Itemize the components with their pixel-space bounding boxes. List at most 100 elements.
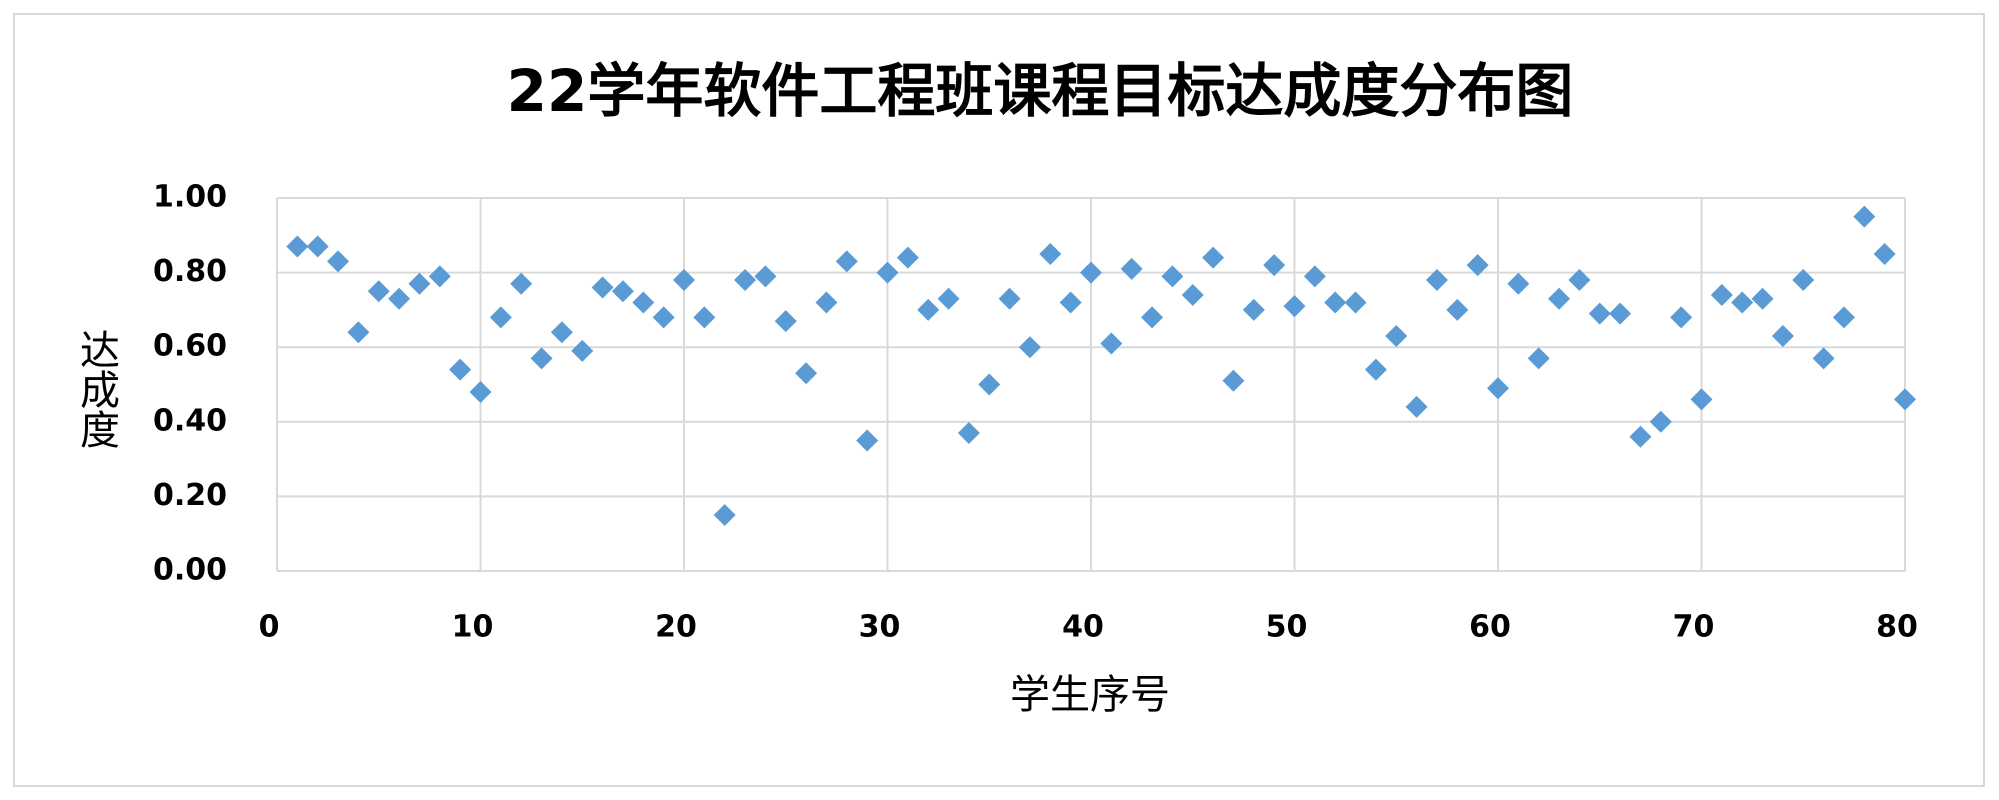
data-point (1507, 272, 1530, 295)
data-point (1364, 358, 1387, 381)
data-point (1527, 347, 1550, 370)
y-tick-label: 1.00 (153, 180, 227, 215)
data-point (1588, 302, 1611, 325)
data-point (1487, 377, 1509, 400)
y-axis-label: 达成度 (73, 329, 119, 449)
data-point (1629, 425, 1652, 448)
data-point (1263, 254, 1286, 277)
data-point (367, 280, 390, 303)
data-point (734, 269, 757, 292)
data-point (1710, 283, 1733, 306)
data-point (449, 358, 472, 381)
data-point (1303, 265, 1326, 288)
chart-title: 22学年软件工程班课程目标达成度分布图 (507, 57, 1574, 125)
data-point (1792, 269, 1815, 292)
data-point (754, 265, 777, 288)
data-point (815, 291, 838, 314)
x-tick-label: 70 (1673, 610, 1715, 645)
data-point (774, 310, 797, 333)
data-point (835, 250, 858, 273)
data-point (1100, 332, 1123, 355)
data-point (1344, 291, 1367, 314)
data-point (1446, 298, 1469, 321)
data-point (530, 347, 553, 370)
data-point (571, 339, 594, 362)
data-point (1670, 306, 1693, 329)
data-point (673, 269, 695, 292)
data-point (917, 298, 940, 321)
y-tick-label: 0.00 (153, 553, 227, 588)
x-tick-label: 0 (259, 610, 280, 645)
data-point (510, 272, 533, 295)
data-point (1181, 283, 1204, 306)
data-point (611, 280, 634, 303)
data-point (1548, 287, 1571, 310)
data-point (1120, 257, 1143, 280)
data-point (1141, 306, 1164, 329)
data-point (489, 306, 512, 329)
data-point (1018, 336, 1041, 359)
data-point (1385, 325, 1408, 348)
data-point (1690, 388, 1713, 411)
data-point (693, 306, 716, 329)
x-tick-label: 60 (1469, 610, 1511, 645)
data-point (652, 306, 675, 329)
data-point (1161, 265, 1184, 288)
data-point (1894, 388, 1916, 411)
x-tick-label: 20 (655, 610, 697, 645)
chart-border (13, 13, 1985, 787)
x-tick-label: 80 (1876, 610, 1918, 645)
data-point (408, 272, 431, 295)
data-point (1731, 291, 1754, 314)
data-point (1609, 302, 1632, 325)
data-point (327, 250, 350, 273)
x-tick-label: 10 (452, 610, 494, 645)
data-point (1832, 306, 1855, 329)
x-tick-label: 40 (1062, 610, 1104, 645)
data-point (1425, 269, 1448, 292)
data-point (1039, 242, 1062, 265)
data-point (1283, 295, 1306, 318)
data-point (591, 276, 614, 299)
data-point (469, 380, 492, 403)
data-point (713, 504, 736, 527)
data-point (1649, 410, 1672, 433)
data-point (1466, 254, 1489, 277)
data-point (876, 261, 899, 284)
data-point (1324, 291, 1347, 314)
data-point (1751, 287, 1774, 310)
data-point (1853, 205, 1876, 228)
data-point (1812, 347, 1835, 370)
y-tick-label: 0.60 (153, 329, 227, 364)
data-point (856, 429, 879, 452)
y-tick-label: 0.20 (153, 478, 227, 513)
data-point (1080, 261, 1102, 284)
data-point (550, 321, 573, 344)
y-tick-label: 0.40 (153, 403, 227, 438)
data-point (306, 235, 329, 258)
data-point (1202, 246, 1225, 269)
x-tick-label: 50 (1266, 610, 1308, 645)
y-tick-label: 0.80 (153, 254, 227, 289)
data-point (957, 421, 980, 444)
data-point (428, 265, 451, 288)
data-point (1242, 298, 1265, 321)
data-point (1771, 325, 1794, 348)
data-point (347, 321, 370, 344)
data-point (937, 287, 960, 310)
data-point (896, 246, 919, 269)
data-point (388, 287, 411, 310)
data-point (1405, 395, 1428, 418)
data-point (795, 362, 818, 385)
data-point (1222, 369, 1245, 392)
data-point (632, 291, 655, 314)
data-point (286, 235, 309, 258)
x-tick-label: 30 (859, 610, 901, 645)
data-point (1873, 242, 1896, 265)
data-point (1568, 269, 1591, 292)
x-axis-label: 学生序号 (1010, 672, 1170, 718)
data-point (978, 373, 1001, 396)
data-point (1059, 291, 1082, 314)
data-point (998, 287, 1021, 310)
